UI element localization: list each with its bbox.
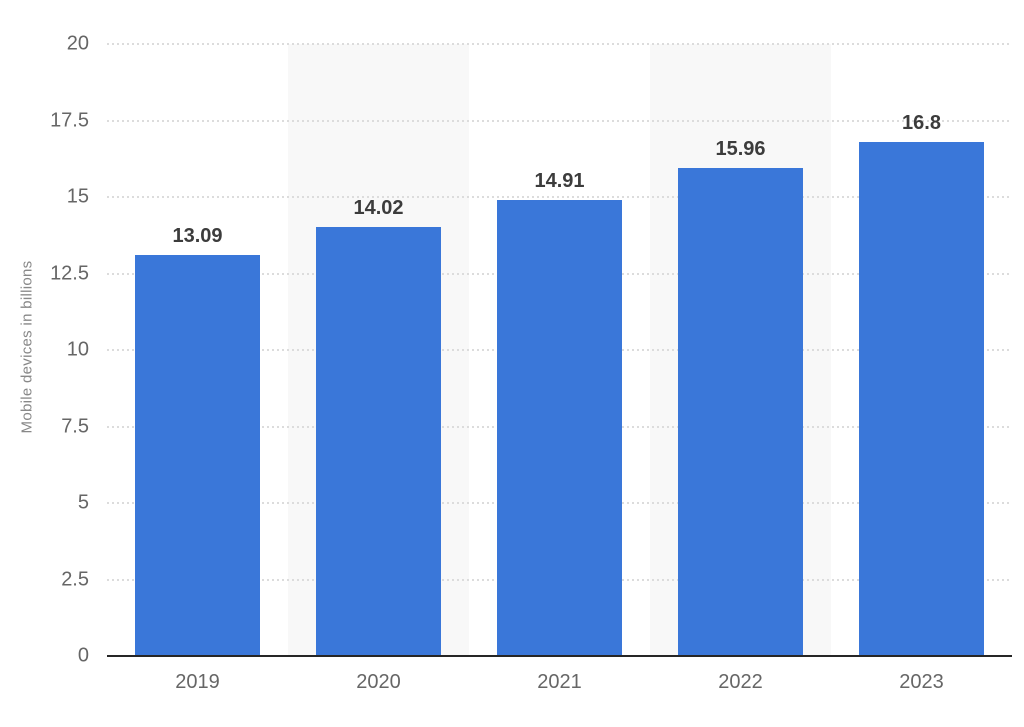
y-axis-tick-label: 2.5 bbox=[61, 568, 89, 590]
bar-value-label: 14.91 bbox=[534, 169, 585, 192]
x-axis-line bbox=[107, 655, 1012, 657]
x-axis-label: 2020 bbox=[356, 671, 401, 693]
x-axis-label: 2023 bbox=[899, 671, 944, 693]
x-axis-label: 2022 bbox=[718, 671, 763, 693]
y-axis-tick-label: 12.5 bbox=[50, 262, 89, 284]
y-axis-tick-label: 0 bbox=[77, 644, 89, 667]
gridline bbox=[107, 43, 1012, 45]
bar-2021[interactable] bbox=[497, 199, 622, 656]
y-axis-tick-label: 5 bbox=[77, 491, 89, 514]
bar-2019[interactable] bbox=[135, 255, 260, 656]
bar-value-label: 14.02 bbox=[353, 197, 404, 219]
bar-value-label: 15.96 bbox=[715, 137, 766, 160]
bar-value-label: 13.09 bbox=[172, 225, 223, 248]
bar-2020[interactable] bbox=[316, 227, 441, 656]
bar-value-label: 16.8 bbox=[902, 111, 941, 134]
gridline bbox=[107, 119, 1012, 122]
x-axis-label: 2021 bbox=[537, 671, 582, 693]
y-axis-tick-label: 15 bbox=[66, 185, 89, 208]
plot-area: 13.09 14.02 14.91 15.96 16.8 bbox=[107, 43, 1012, 656]
gridline bbox=[107, 196, 1012, 198]
bar-2023[interactable] bbox=[859, 141, 984, 656]
x-axis-label: 2019 bbox=[175, 671, 220, 693]
bar-2022[interactable] bbox=[678, 167, 803, 656]
y-axis-tick-label: 10 bbox=[66, 338, 89, 361]
y-axis-tick-label: 20 bbox=[66, 32, 89, 55]
y-axis-tick-label: 7.5 bbox=[61, 415, 89, 437]
y-axis-tick-label: 17.5 bbox=[50, 109, 89, 131]
